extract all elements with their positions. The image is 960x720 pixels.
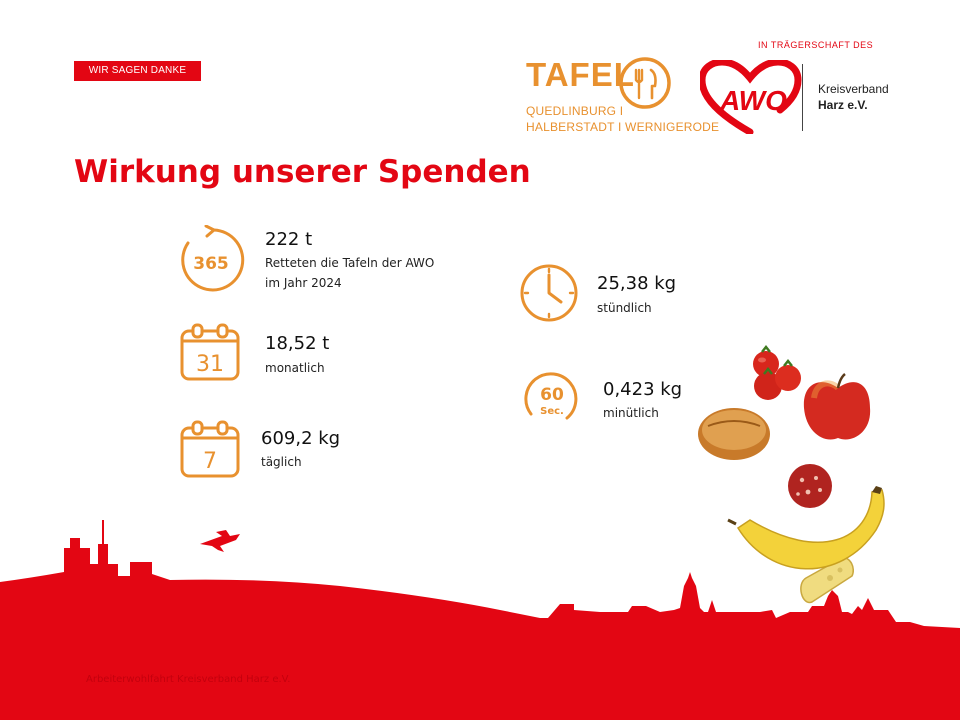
- timer-60-icon: 60 Sec.: [524, 372, 578, 420]
- stat-hour-value: 25,38 kg: [597, 273, 677, 294]
- salami-image: [788, 464, 832, 508]
- tafel-location-line1: QUEDLINBURG I: [526, 104, 624, 118]
- timer-number: 60: [540, 385, 564, 405]
- timer-unit: Sec.: [540, 406, 564, 417]
- city-skyline-footer: [0, 520, 960, 720]
- stat-day-label: täglich: [261, 455, 302, 469]
- calendar-week-number: 7: [203, 449, 217, 474]
- tafel-name: TAFEL: [526, 56, 635, 93]
- awo-org-name: Kreisverband Harz e.V.: [818, 81, 889, 113]
- bread-roll-image: [698, 408, 770, 460]
- banana-image: [727, 486, 885, 570]
- logo-divider: [802, 64, 803, 131]
- fork-knife-icon: [619, 57, 671, 109]
- calendar-month-icon: 31: [180, 323, 240, 381]
- stat-year-label-line1: Retteten die Tafeln der AWO: [265, 256, 435, 270]
- awo-org-line2: Harz e.V.: [818, 98, 868, 112]
- stat-hour-label: stündlich: [597, 301, 652, 315]
- calendar-week-icon: 7: [180, 420, 240, 478]
- year-cycle-number: 365: [193, 254, 229, 274]
- clock-icon: [520, 264, 578, 322]
- tomatoes-image: [753, 344, 801, 400]
- awo-heart-logo: AWO: [700, 60, 802, 134]
- year-cycle-icon: 365: [181, 225, 245, 292]
- food-illustration: [698, 344, 885, 604]
- sponsorship-label: IN TRÄGERSCHAFT DES: [758, 40, 874, 50]
- page-title: Wirkung unserer Spenden: [74, 154, 531, 190]
- stat-minute-value: 0,423 kg: [603, 379, 683, 400]
- stat-month-value: 18,52 t: [265, 333, 330, 354]
- awo-mark: AWO: [719, 85, 787, 116]
- awo-org-line1: Kreisverband: [818, 82, 889, 96]
- stat-year-label-line2: im Jahr 2024: [265, 276, 342, 290]
- stat-year-value: 222 t: [265, 229, 313, 250]
- thank-you-badge: WIR SAGEN DANKE: [74, 61, 201, 81]
- stat-month-label: monatlich: [265, 361, 325, 375]
- tafel-logo: TAFEL QUEDLINBURG I HALBERSTADT I WERNIG…: [526, 56, 719, 140]
- tafel-location-line2: HALBERSTADT I WERNIGERODE: [526, 120, 720, 134]
- stat-minute-label: minütlich: [603, 406, 659, 420]
- footer-organization: Arbeiterwohlfahrt Kreisverband Harz e.V.: [86, 674, 291, 685]
- apple-image: [803, 373, 871, 440]
- calendar-month-number: 31: [196, 352, 224, 377]
- heart-icon: [700, 60, 802, 134]
- stat-day-value: 609,2 kg: [261, 428, 341, 449]
